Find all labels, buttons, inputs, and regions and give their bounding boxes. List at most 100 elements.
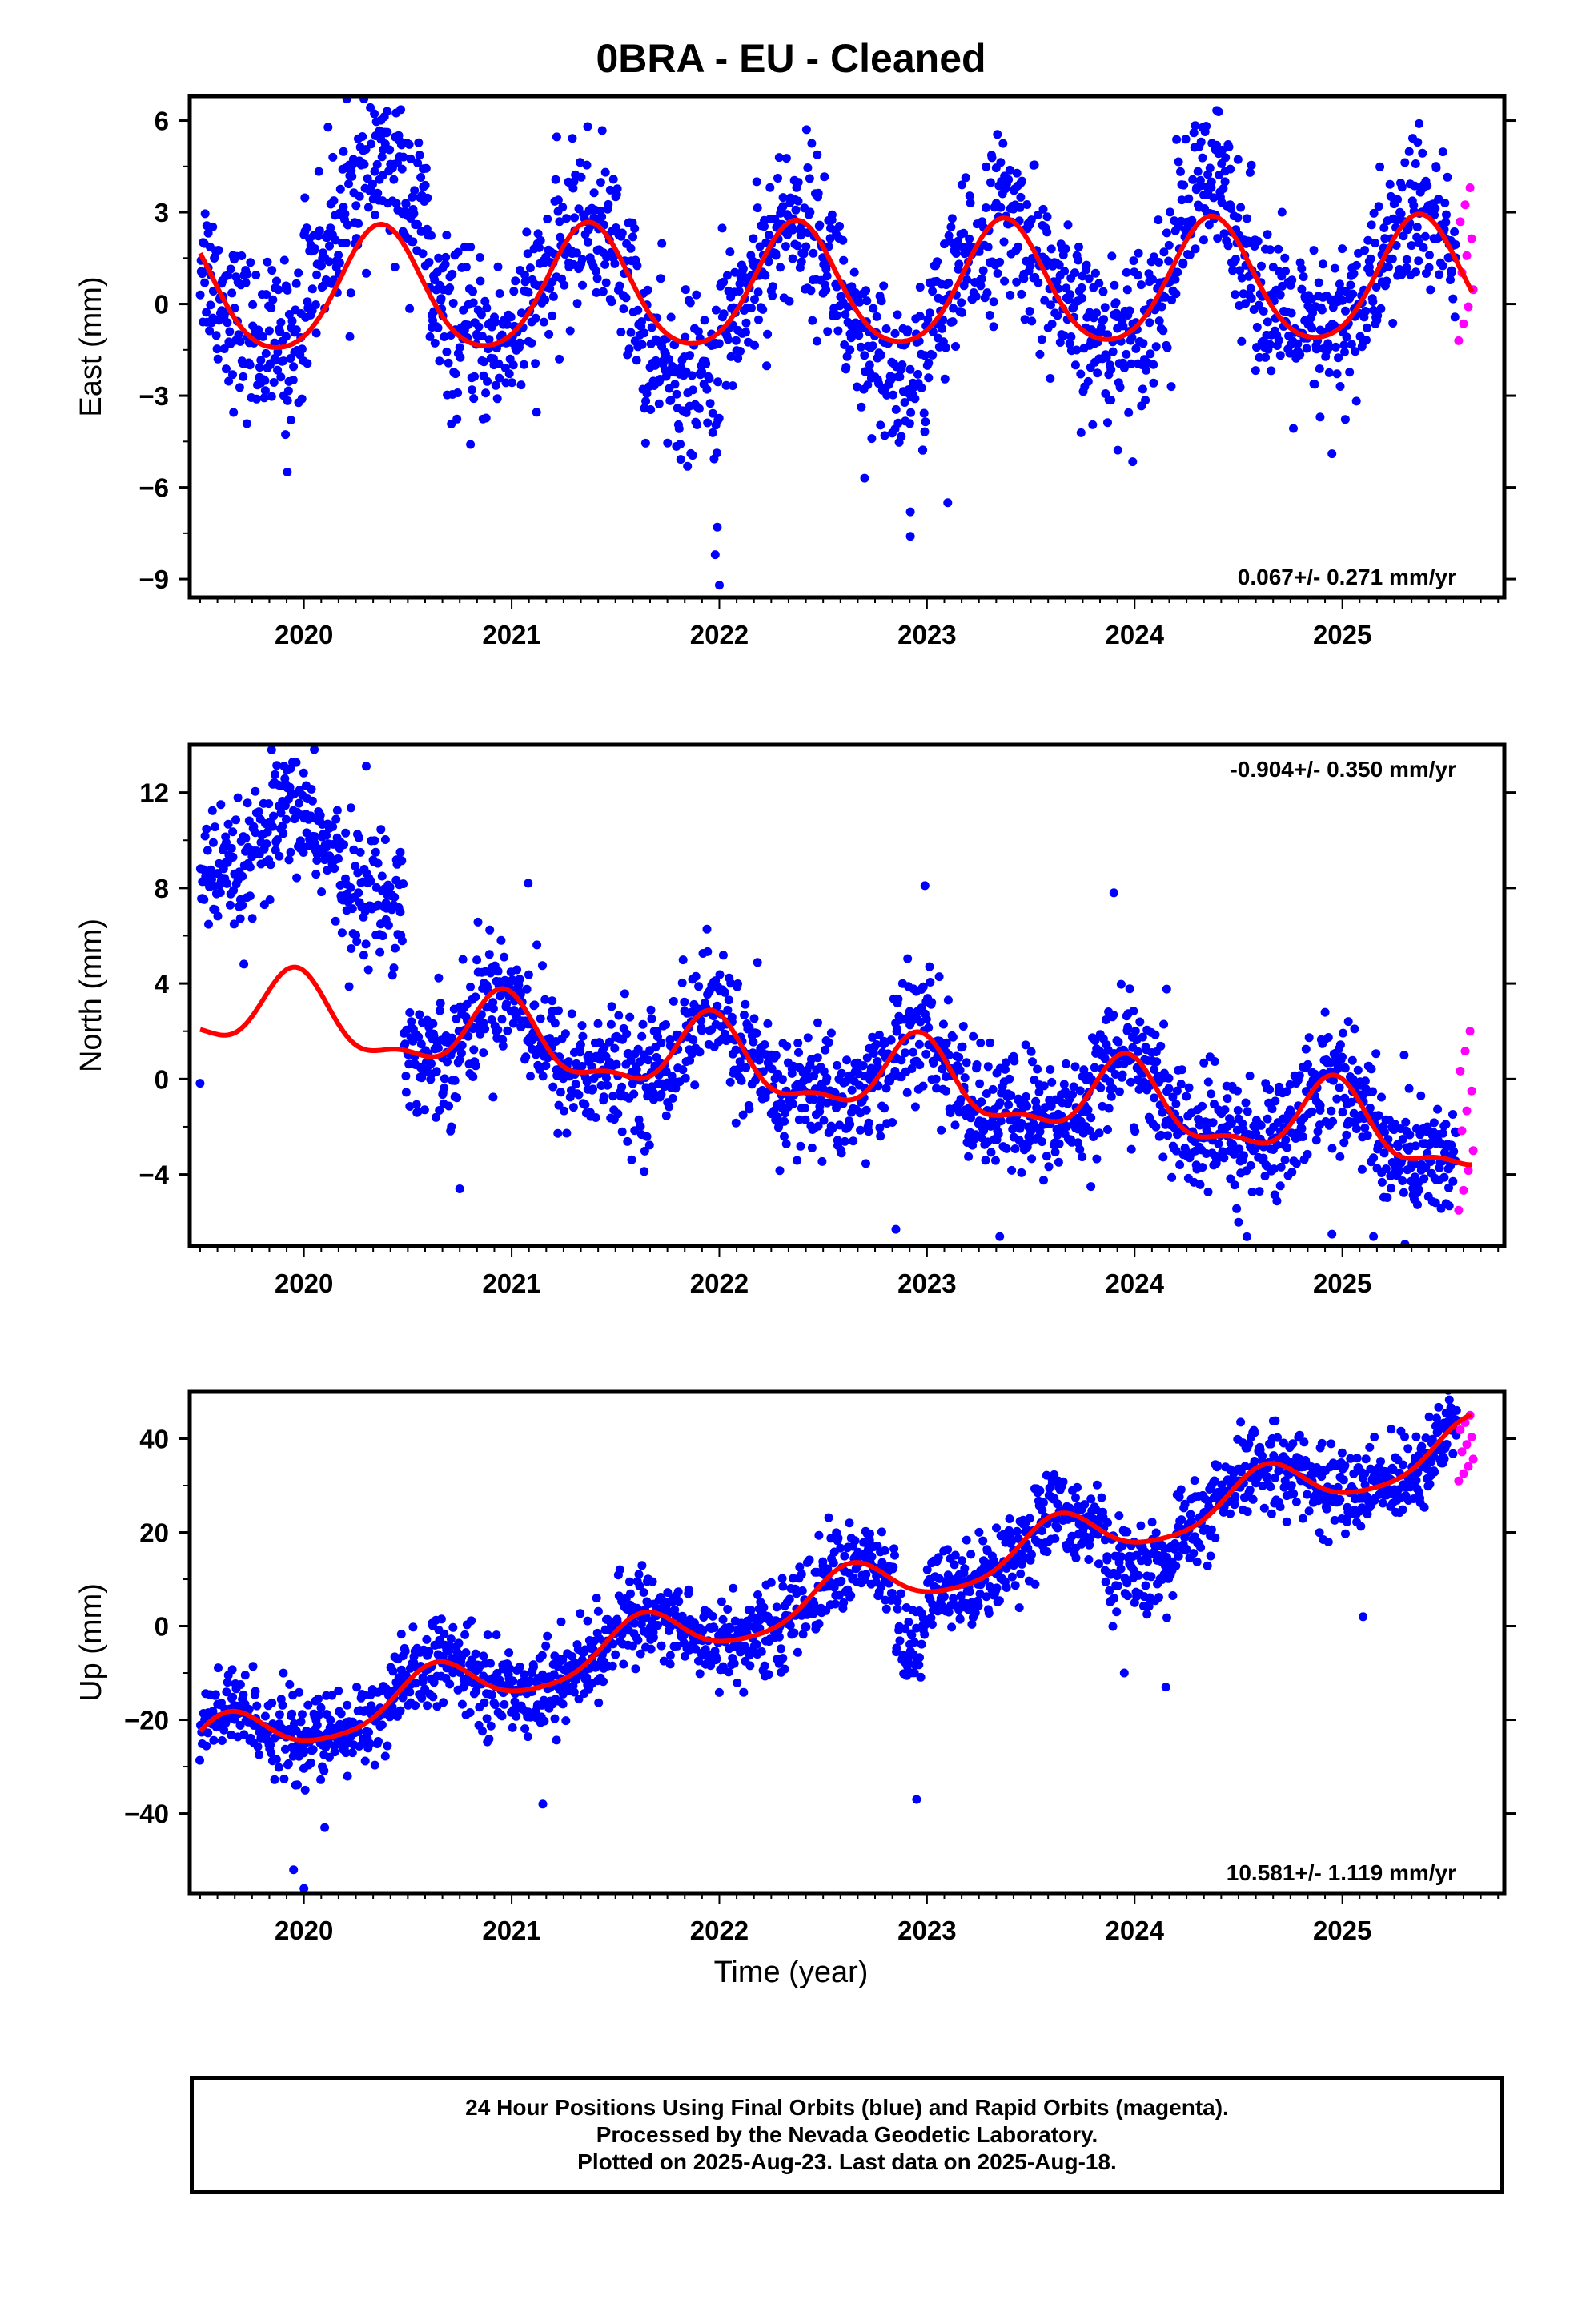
- up-final-point: [718, 1614, 728, 1624]
- north-final-point: [680, 997, 689, 1007]
- east-final-point: [303, 359, 312, 368]
- east-final-point: [576, 158, 585, 167]
- east-final-point: [383, 107, 391, 116]
- east-final-point: [1025, 307, 1034, 316]
- east-final-point: [719, 309, 729, 319]
- east-final-point: [807, 139, 817, 148]
- north-final-point: [932, 1084, 941, 1093]
- east-final-point: [1074, 242, 1083, 251]
- north-final-point: [614, 1011, 624, 1020]
- north-final-point: [1255, 1187, 1264, 1196]
- north-final-point: [207, 806, 217, 815]
- north-final-point: [955, 1065, 965, 1075]
- north-final-point: [322, 830, 331, 840]
- north-final-point: [733, 979, 742, 988]
- north-final-point: [1360, 1123, 1370, 1132]
- north-final-point: [741, 1063, 751, 1072]
- north-final-point: [647, 1014, 656, 1023]
- north-final-point: [202, 824, 211, 834]
- north-final-point: [390, 892, 400, 902]
- north-rapid-point: [1460, 1047, 1470, 1056]
- east-final-point: [1040, 296, 1050, 305]
- east-final-point: [1164, 256, 1174, 266]
- east-final-point: [763, 329, 773, 339]
- north-final-point: [571, 1080, 580, 1089]
- north-final-point: [661, 1020, 670, 1029]
- north-final-point: [554, 1100, 564, 1110]
- up-final-point: [341, 1748, 351, 1758]
- north-final-point: [1276, 1162, 1286, 1172]
- up-final-point: [478, 1727, 487, 1736]
- east-final-point: [1083, 376, 1093, 386]
- east-final-point: [1149, 360, 1158, 369]
- north-final-point: [524, 970, 533, 979]
- north-final-point: [377, 871, 387, 881]
- east-final-point: [1368, 297, 1378, 307]
- east-final-point: [328, 152, 338, 162]
- east-final-point: [1233, 213, 1243, 223]
- east-final-point: [924, 373, 934, 383]
- north-final-point: [640, 1167, 649, 1176]
- north-final-point: [661, 1111, 671, 1120]
- east-final-point: [1146, 349, 1155, 359]
- up-final-point: [636, 1649, 645, 1659]
- east-final-point: [612, 184, 622, 194]
- east-final-point: [823, 327, 833, 336]
- east-final-point: [781, 242, 790, 251]
- east-final-point: [359, 159, 369, 169]
- east-final-point: [355, 191, 364, 201]
- north-final-point: [239, 959, 249, 969]
- east-final-point: [944, 278, 954, 287]
- up-final-point: [270, 1775, 279, 1784]
- north-final-point: [1177, 1065, 1186, 1075]
- up-final-point: [617, 1630, 627, 1639]
- east-final-point: [1340, 348, 1349, 357]
- east-final-point: [1059, 331, 1069, 340]
- north-final-point: [1448, 1110, 1457, 1119]
- north-final-point: [934, 972, 944, 982]
- north-final-point: [915, 1060, 925, 1070]
- east-final-point: [297, 344, 307, 354]
- east-final-point: [1281, 267, 1291, 276]
- north-final-point: [924, 1023, 934, 1032]
- north-final-point: [208, 838, 218, 847]
- north-final-point: [1069, 1082, 1078, 1092]
- east-final-point: [1022, 200, 1032, 209]
- east-final-point: [624, 344, 634, 354]
- east-final-point: [1440, 199, 1450, 207]
- north-final-point: [1327, 1106, 1336, 1116]
- east-final-point: [1348, 289, 1358, 299]
- east-final-point: [506, 312, 516, 322]
- east-final-point: [483, 376, 492, 386]
- east-final-point: [1431, 204, 1440, 213]
- up-final-point: [240, 1671, 250, 1680]
- east-final-point: [1338, 296, 1347, 305]
- east-final-point: [1154, 316, 1164, 326]
- east-final-point: [212, 344, 222, 354]
- north-final-point: [715, 970, 725, 979]
- north-final-point: [436, 999, 445, 1008]
- east-final-point: [880, 431, 889, 440]
- north-final-point: [1167, 1172, 1177, 1182]
- up-final-point: [314, 1694, 323, 1703]
- north-final-point: [269, 811, 279, 821]
- north-final-point: [1368, 1087, 1378, 1096]
- north-final-point: [713, 1001, 722, 1011]
- east-final-point: [1204, 220, 1214, 230]
- north-final-point: [1411, 1141, 1420, 1151]
- north-final-point: [292, 873, 302, 883]
- east-final-point: [632, 356, 641, 365]
- north-final-point: [629, 1089, 639, 1099]
- up-final-point: [684, 1585, 693, 1594]
- east-final-point: [832, 311, 841, 320]
- north-final-point: [962, 1058, 971, 1068]
- north-final-point: [1105, 1077, 1114, 1087]
- up-final-point: [438, 1651, 448, 1661]
- north-final-point: [362, 762, 371, 771]
- east-final-point: [420, 180, 430, 190]
- north-final-point: [1269, 1164, 1279, 1174]
- north-final-point: [988, 1084, 998, 1094]
- east-final-point: [803, 163, 813, 172]
- north-final-point: [983, 1062, 993, 1072]
- east-final-point: [697, 367, 706, 376]
